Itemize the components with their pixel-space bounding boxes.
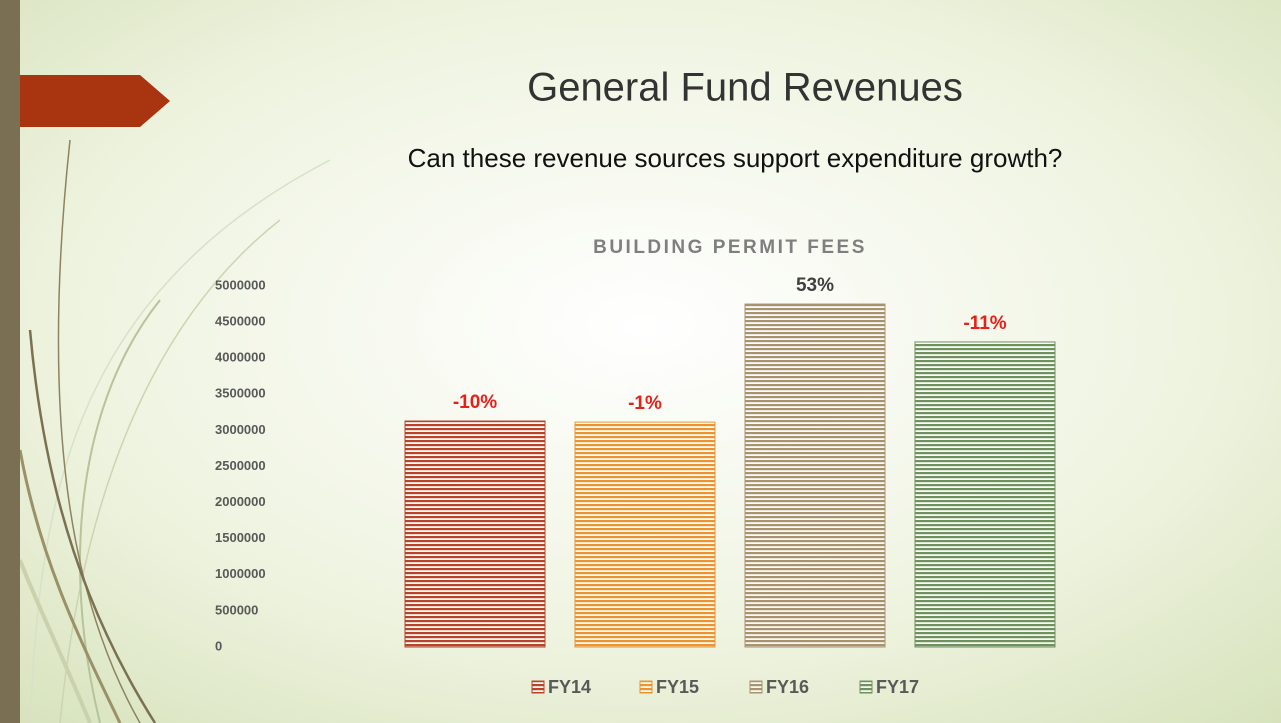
y-tick-label: 3000000 [215, 422, 266, 437]
y-tick-label: 1000000 [215, 566, 266, 581]
legend-swatch [639, 680, 653, 694]
slide-title: General Fund Revenues [527, 66, 963, 110]
side-bar [0, 0, 20, 723]
legend-label: FY14 [548, 677, 591, 697]
y-tick-label: 0 [215, 638, 222, 653]
bar-annotation: -11% [963, 313, 1006, 334]
bar-annotation: 53% [796, 275, 834, 296]
y-tick-label: 500000 [215, 602, 258, 617]
bar-annotation: -10% [453, 392, 497, 413]
y-tick-label: 1500000 [215, 530, 266, 545]
decor-curves [18, 139, 331, 723]
legend-label: FY16 [766, 677, 809, 697]
bar [574, 421, 716, 648]
chart-title: BUILDING PERMIT FEES [593, 237, 867, 258]
y-tick-label: 2500000 [215, 458, 266, 473]
slide-subtitle: Can these revenue sources support expend… [408, 143, 1063, 173]
legend-label: FY15 [656, 677, 699, 697]
bar-annotation: -1% [628, 393, 662, 414]
bar [404, 420, 546, 648]
legend-swatch [531, 680, 545, 694]
y-tick-label: 3500000 [215, 386, 266, 401]
bar [744, 303, 886, 648]
y-tick-label: 4500000 [215, 314, 266, 329]
legend-swatch [859, 680, 873, 694]
bar [914, 341, 1056, 648]
y-tick-label: 5000000 [215, 277, 266, 292]
title-arrow [20, 75, 170, 127]
y-tick-label: 4000000 [215, 350, 266, 365]
legend-swatch [749, 680, 763, 694]
legend-label: FY17 [876, 677, 919, 697]
y-tick-label: 2000000 [215, 494, 266, 509]
